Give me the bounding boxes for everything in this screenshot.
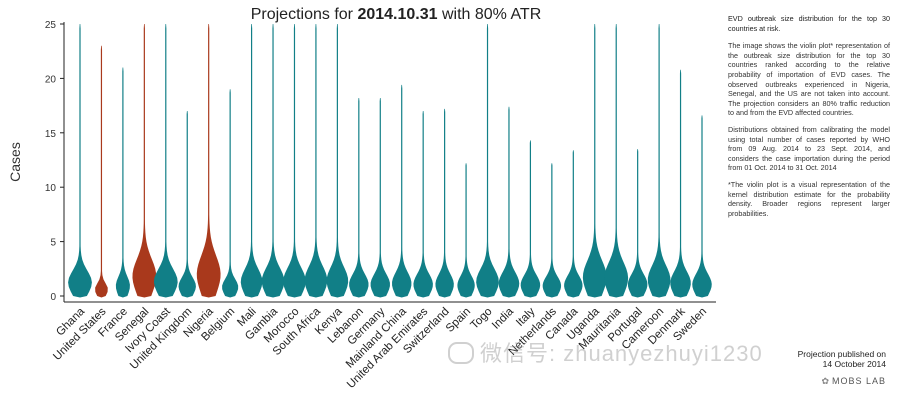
y-tick-label-25: 25	[45, 20, 57, 31]
wechat-icon	[448, 342, 474, 364]
mobs-lab-logo: ✿ MOBS LAB	[821, 376, 886, 387]
violin-nigeria	[196, 24, 221, 298]
violin-uganda	[582, 24, 607, 298]
violin-ivory-coast	[153, 24, 178, 298]
y-tick-label-0: 0	[50, 292, 56, 303]
violins	[68, 24, 712, 298]
violin-spain	[457, 163, 475, 298]
publication-line-1: Projection published on	[797, 349, 886, 359]
description-paragraph-3: *The violin plot is a visual representat…	[728, 179, 890, 218]
publication-date: 14 October 2014	[822, 359, 886, 369]
violin-united-kingdom	[178, 111, 196, 298]
description-panel: EVD outbreak size distribution for the t…	[728, 14, 890, 225]
publication-note: Projection published on 14 October 2014	[798, 349, 886, 369]
violin-ghana	[68, 24, 92, 298]
y-tick-label-15: 15	[45, 129, 57, 140]
violin-senegal	[132, 24, 157, 298]
watermark: 微信号: zhuanyezhuyi1230	[448, 336, 763, 368]
violin-sweden	[692, 115, 712, 298]
y-axis-label: Cases	[7, 142, 23, 182]
y-tick-label-10: 10	[45, 183, 57, 194]
y-tick-label-5: 5	[50, 238, 56, 249]
description-heading: EVD outbreak size distribution for the t…	[728, 14, 890, 33]
violin-india	[498, 106, 520, 298]
violin-netherlands	[542, 163, 562, 298]
y-tick-label-20: 20	[45, 74, 57, 85]
violin-france	[115, 67, 130, 298]
violin-united-arab-emirates	[413, 111, 433, 298]
violin-denmark	[670, 69, 691, 298]
x-tick-label-togo: Togo	[469, 306, 495, 332]
violin-togo	[476, 24, 499, 298]
description-paragraph-2: Distributions obtained from calibrating …	[728, 124, 890, 173]
mobs-lab-logo-icon: ✿	[821, 376, 830, 386]
x-tick-label-spain: Spain	[444, 306, 473, 335]
violin-italy	[520, 140, 541, 298]
description-paragraph-1: The image shows the violin plot* represe…	[728, 41, 890, 118]
violin-switzerland	[435, 108, 454, 298]
mobs-lab-logo-text: MOBS LAB	[831, 376, 886, 386]
violin-mauritania	[604, 24, 629, 298]
violin-kenya	[326, 24, 349, 298]
chart-title: Projections for 2014.10.31 with 80% ATR	[251, 6, 542, 23]
violin-mainland-china	[392, 84, 412, 298]
violin-chart: Projections for 2014.10.31 with 80% ATR …	[7, 6, 716, 391]
violin-canada	[564, 150, 583, 298]
violin-morocco	[283, 24, 306, 298]
violin-germany	[370, 97, 390, 298]
violin-portugal	[627, 149, 648, 298]
watermark-text: 微信号: zhuanyezhuyi1230	[480, 341, 763, 366]
violin-cameroon	[647, 24, 671, 298]
violin-gambia	[261, 24, 285, 298]
violin-belgium	[222, 89, 239, 298]
violin-lebanon	[349, 97, 369, 298]
violin-mali	[240, 24, 263, 298]
axes: 0 5 10 15 20 25	[45, 20, 716, 303]
x-tick-label-india: India	[490, 305, 517, 332]
violin-south-africa	[304, 24, 328, 298]
violin-united-states	[95, 45, 108, 298]
